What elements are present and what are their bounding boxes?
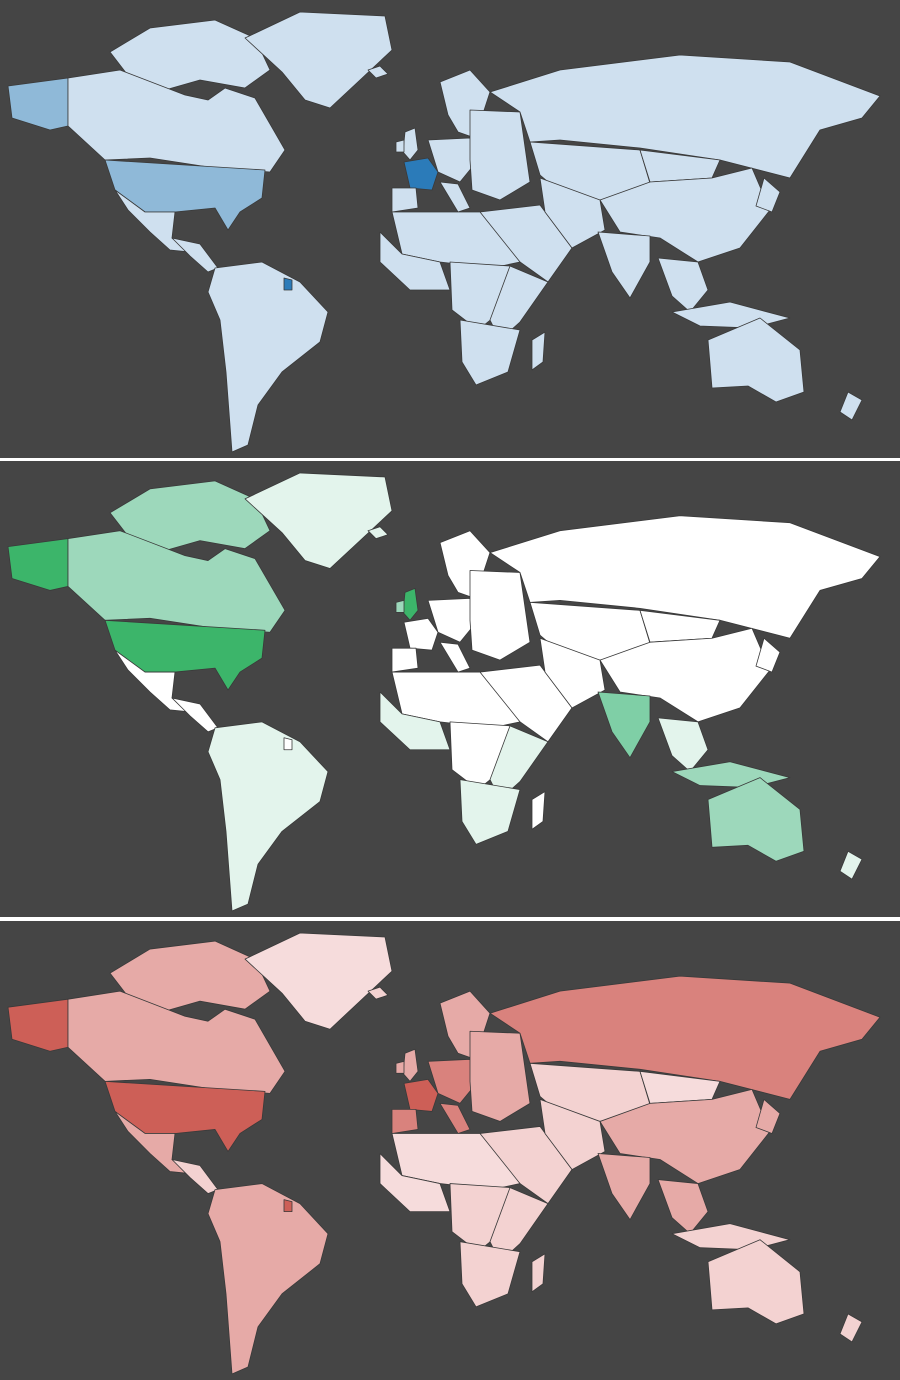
world-map-red-svg bbox=[7, 932, 881, 1375]
region-iberia bbox=[391, 647, 419, 673]
region-russia bbox=[489, 975, 881, 1100]
world-map-red bbox=[0, 921, 900, 1380]
region-iberia bbox=[391, 1109, 419, 1134]
region-ireland bbox=[395, 599, 405, 613]
region-madagascar bbox=[531, 791, 546, 830]
region-australia bbox=[707, 317, 805, 403]
region-south-america bbox=[207, 1183, 329, 1375]
region-italy bbox=[439, 1102, 471, 1134]
region-italy bbox=[439, 181, 471, 213]
region-japan bbox=[755, 177, 781, 213]
region-new-zealand bbox=[839, 1313, 863, 1343]
world-map-green-svg bbox=[7, 472, 881, 912]
world-map-blue-svg bbox=[7, 11, 881, 453]
region-southeast-asia bbox=[657, 1179, 709, 1235]
region-alaska bbox=[7, 998, 69, 1052]
region-france bbox=[403, 617, 439, 651]
region-usa bbox=[104, 159, 266, 231]
region-greenland bbox=[244, 472, 393, 569]
region-new-zealand bbox=[839, 850, 863, 880]
region-alaska bbox=[7, 77, 69, 131]
region-west-africa bbox=[379, 231, 451, 291]
region-madagascar bbox=[531, 331, 546, 371]
region-alaska bbox=[7, 538, 69, 591]
region-europe-central bbox=[427, 1058, 479, 1104]
region-ireland bbox=[395, 139, 405, 153]
region-australia bbox=[707, 777, 805, 862]
region-japan bbox=[755, 1098, 781, 1134]
region-greenland bbox=[244, 11, 393, 109]
region-iberia bbox=[391, 187, 419, 213]
region-southern-africa bbox=[459, 1241, 521, 1308]
region-french-guiana bbox=[283, 1199, 293, 1213]
region-west-africa bbox=[379, 691, 451, 751]
region-southern-africa bbox=[459, 779, 521, 845]
region-south-america bbox=[207, 721, 329, 912]
region-madagascar bbox=[531, 1253, 546, 1293]
region-eastern-europe bbox=[469, 109, 531, 201]
region-russia bbox=[489, 515, 881, 639]
region-greenland bbox=[244, 932, 393, 1030]
region-iceland bbox=[367, 526, 389, 540]
region-japan bbox=[755, 637, 781, 673]
region-iran-afg bbox=[539, 637, 606, 709]
region-french-guiana bbox=[283, 737, 293, 751]
region-iran-afg bbox=[539, 177, 606, 249]
region-southeast-asia bbox=[657, 717, 709, 773]
region-central-america bbox=[171, 697, 219, 733]
region-southern-africa bbox=[459, 319, 521, 386]
world-map-blue bbox=[0, 0, 900, 458]
region-usa bbox=[104, 1080, 266, 1152]
region-iran-afg bbox=[539, 1098, 606, 1170]
region-india bbox=[597, 231, 651, 299]
region-central-america bbox=[171, 237, 219, 273]
region-iceland bbox=[367, 65, 389, 79]
region-french-guiana bbox=[283, 277, 293, 291]
region-france bbox=[403, 157, 439, 191]
world-map-green bbox=[0, 461, 900, 917]
region-france bbox=[403, 1078, 439, 1112]
region-russia bbox=[489, 54, 881, 179]
region-west-africa bbox=[379, 1153, 451, 1213]
region-ireland bbox=[395, 1060, 405, 1074]
region-india bbox=[597, 1153, 651, 1221]
region-iceland bbox=[367, 986, 389, 1000]
region-usa bbox=[104, 619, 266, 691]
region-south-america bbox=[207, 261, 329, 453]
region-central-america bbox=[171, 1159, 219, 1194]
region-italy bbox=[439, 641, 471, 673]
region-uk bbox=[402, 588, 419, 621]
region-eastern-europe bbox=[469, 1030, 531, 1122]
region-eastern-europe bbox=[469, 570, 531, 661]
region-india bbox=[597, 691, 651, 759]
region-australia bbox=[707, 1239, 805, 1325]
region-uk bbox=[402, 1048, 419, 1082]
region-new-zealand bbox=[839, 391, 863, 421]
region-europe-central bbox=[427, 137, 479, 183]
region-southeast-asia bbox=[657, 257, 709, 313]
region-uk bbox=[402, 127, 419, 161]
region-europe-central bbox=[427, 597, 479, 643]
